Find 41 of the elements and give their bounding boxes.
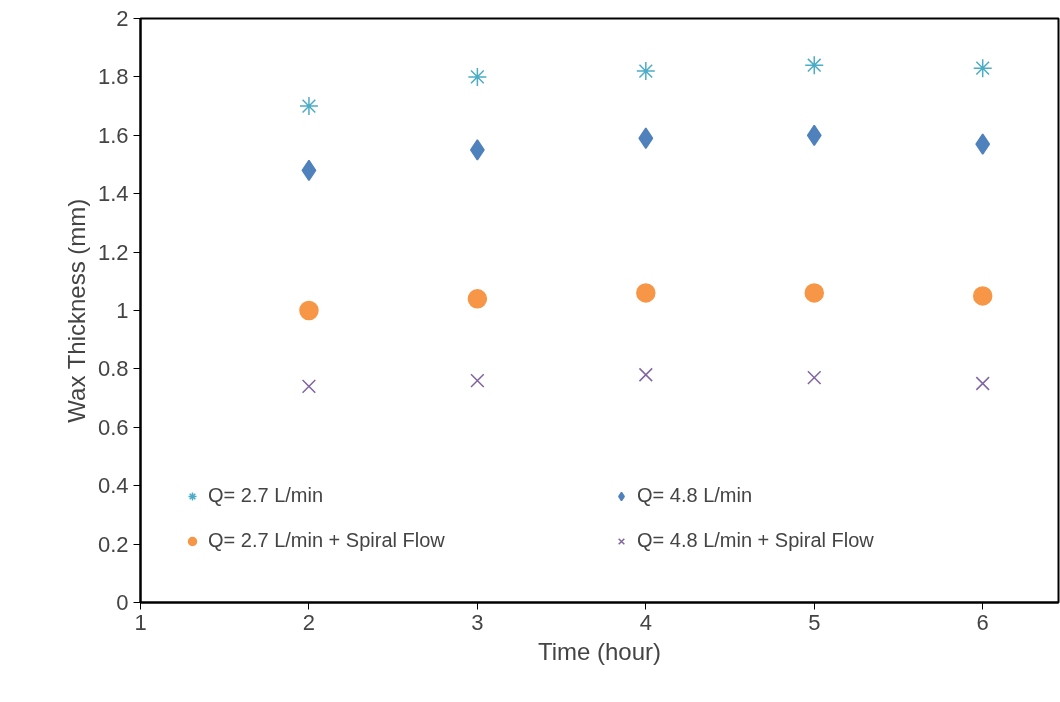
point	[299, 96, 319, 116]
point	[469, 139, 485, 161]
point	[975, 376, 990, 391]
y-tick-label: 0.8	[97, 356, 129, 382]
x-tick-label: 1	[134, 609, 147, 635]
point	[470, 373, 485, 388]
y-tick-label: 0.4	[97, 473, 129, 499]
x-tick-label: 5	[808, 609, 821, 635]
y-axis-title: Wax Thickness (mm)	[62, 198, 90, 423]
x-tick-label: 2	[302, 609, 316, 635]
legend-label: Q= 4.8 L/min	[637, 484, 754, 507]
point	[638, 127, 654, 149]
y-tick-label: 1.2	[97, 239, 129, 265]
point	[975, 133, 991, 155]
x-tick-label: 6	[976, 609, 989, 635]
legend-label: Q= 2.7 L/min + Spiral Flow	[208, 529, 446, 552]
y-tick-label: 0.6	[97, 414, 129, 440]
point	[299, 300, 319, 321]
y-tick-label: 1.6	[97, 122, 129, 148]
point	[636, 61, 656, 81]
point	[972, 286, 993, 306]
y-tick-label: 0	[116, 590, 129, 615]
y-tick-label: 1.8	[97, 64, 129, 90]
point	[972, 58, 993, 78]
x-axis-title: Time (hour)	[537, 637, 662, 665]
point	[467, 289, 488, 309]
legend-label: Q= 4.8 L/min + Spiral Flow	[637, 529, 875, 552]
point	[636, 283, 656, 303]
point	[467, 67, 488, 87]
point	[804, 55, 825, 75]
legend-label: Q= 2.7 L/min	[208, 484, 325, 507]
y-tick-label: 1	[116, 298, 129, 323]
y-tick-label: 2	[116, 6, 129, 31]
point	[807, 370, 822, 385]
point	[804, 283, 825, 303]
point	[638, 367, 653, 382]
x-tick-label: 4	[639, 609, 652, 635]
y-tick-label: 1.4	[97, 181, 129, 207]
x-tick-label: 3	[471, 609, 484, 635]
y-tick-label: 0.2	[97, 531, 129, 557]
point	[301, 379, 317, 394]
